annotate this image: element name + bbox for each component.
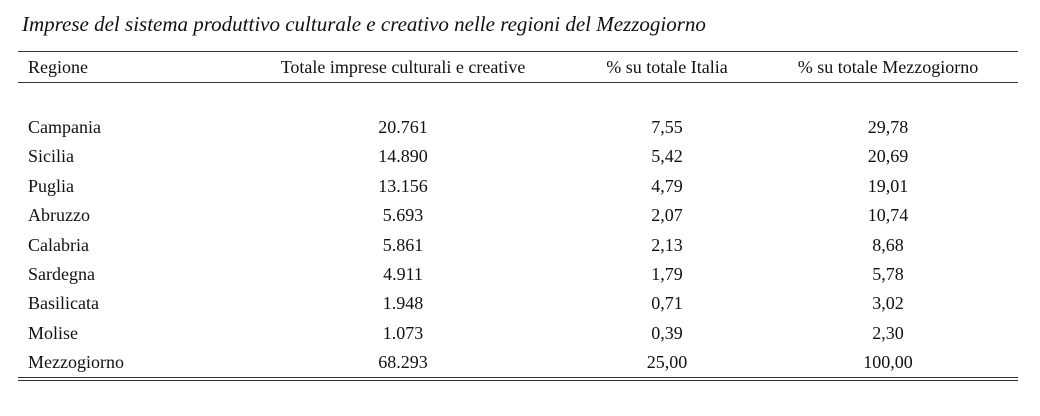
column-header: % su totale Mezzogiorno — [797, 57, 979, 77]
table-cell: 5,78 — [872, 264, 904, 284]
table-cell: 20.761 — [378, 117, 428, 137]
column-header: % su totale Italia — [606, 57, 728, 77]
row-label: Sicilia — [28, 146, 74, 167]
table-cell: 19,01 — [867, 175, 909, 196]
column-header: Regione — [28, 57, 88, 77]
table-cell: 25,00 — [646, 352, 688, 373]
table-cell: 1,79 — [651, 264, 683, 284]
table-cell: 29,78 — [867, 117, 909, 137]
column-header: Totale imprese culturali e creative — [280, 57, 526, 77]
table-cell: 5,42 — [651, 146, 683, 167]
table-cell: 14.890 — [378, 146, 428, 167]
bottom-rule — [18, 377, 1018, 378]
table-cell: 2,13 — [651, 234, 683, 255]
row-label: Sardegna — [28, 264, 95, 284]
top-rule — [18, 51, 1018, 52]
row-label: Abruzzo — [28, 205, 90, 226]
row-label: Basilicata — [28, 293, 99, 314]
table-cell: 8,68 — [872, 234, 904, 255]
table-cell: 2,07 — [651, 205, 683, 226]
table-cell: 4,79 — [651, 175, 683, 196]
table-cell: 100,00 — [863, 352, 913, 373]
row-label: Campania — [28, 117, 101, 137]
table-cell: 5.861 — [382, 234, 424, 255]
table-cell: 2,30 — [872, 322, 904, 343]
table-cell: 3,02 — [872, 293, 904, 314]
table-cell: 1.073 — [382, 322, 424, 343]
table-cell: 0,39 — [651, 322, 683, 343]
table-cell: 1.948 — [382, 293, 424, 314]
table-cell: 68.293 — [378, 352, 428, 373]
table-cell: 13.156 — [378, 175, 428, 196]
row-label: Mezzogiorno — [28, 352, 124, 373]
header-rule — [18, 82, 1018, 83]
table-title: Imprese del sistema produttivo culturale… — [22, 12, 706, 36]
table-cell: 20,69 — [867, 146, 909, 167]
table-cell: 4.911 — [383, 264, 423, 284]
table-cell: 10,74 — [867, 205, 909, 226]
table-cell: 7,55 — [651, 117, 683, 137]
bottom-rule — [18, 380, 1018, 381]
row-label: Molise — [28, 322, 79, 343]
table-cell: 0,71 — [651, 293, 683, 314]
row-label: Puglia — [28, 175, 75, 196]
table-cell: 5.693 — [382, 205, 424, 226]
row-label: Calabria — [28, 234, 89, 255]
